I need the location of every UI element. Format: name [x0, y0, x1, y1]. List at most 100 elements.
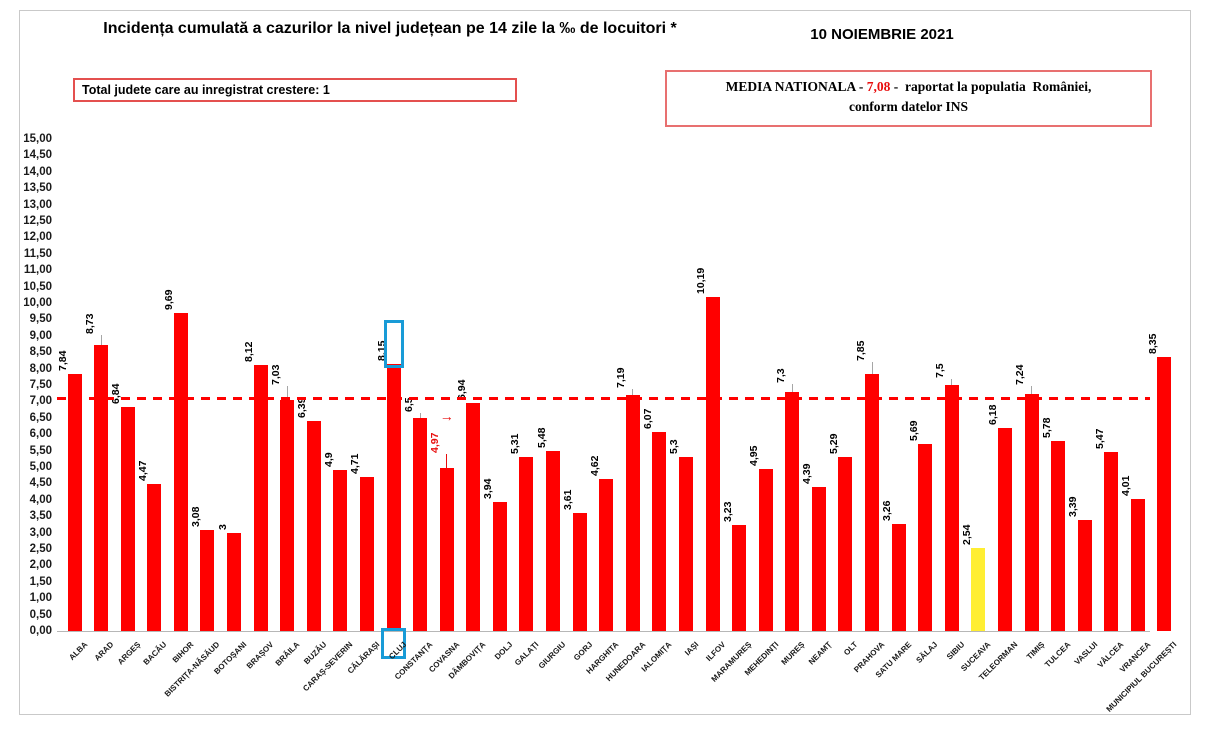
- bar-BISTRIȚA-NĂSĂUD: [200, 529, 215, 631]
- bar-BRAȘOV: [253, 364, 268, 631]
- bar-value-label: 9,69: [163, 289, 176, 311]
- label-leader-line: [791, 383, 793, 392]
- bar-MARAMUREȘ: [732, 525, 747, 631]
- bar-value-label: 6,18: [987, 404, 1000, 426]
- bar-value-label: 7,19: [615, 367, 628, 389]
- bar-HUNEDOARA: [625, 395, 640, 631]
- bar-value-label: 3: [216, 523, 229, 530]
- bar-BIHOR: [173, 313, 188, 631]
- y-tick-label: 5,50: [29, 444, 52, 457]
- bar-value-label: 4,01: [1120, 476, 1133, 497]
- bar-value-label: 7,85: [854, 340, 867, 361]
- label-leader-line: [286, 386, 288, 401]
- bar-value-label: 8,35: [1146, 333, 1159, 355]
- y-tick-label: 1,50: [29, 575, 52, 588]
- bar-value-label: 6,07: [641, 408, 654, 429]
- bar-HARGHITA: [599, 479, 614, 631]
- y-tick-label: 0,50: [29, 608, 52, 621]
- bar-value-label: 7,24: [1014, 364, 1027, 385]
- bar-PRAHOVA: [865, 373, 880, 631]
- bar-value-label: 7,03: [269, 364, 282, 386]
- bar-value-label: 5,29: [827, 434, 840, 455]
- bar-VRANCEA: [1130, 499, 1145, 631]
- bar-ALBA: [67, 373, 82, 631]
- bar-value-label: 5,78: [1040, 417, 1053, 439]
- bar-GIURGIU: [546, 451, 561, 631]
- y-tick-label: 6,50: [29, 411, 52, 424]
- bar-OLT: [838, 457, 853, 631]
- bar-BRĂILA: [280, 400, 295, 631]
- bar-SATU MARE: [891, 524, 906, 631]
- bar-value-label: 7,84: [57, 350, 69, 371]
- bar-DOLJ: [492, 501, 507, 631]
- y-tick-label: 13,00: [23, 198, 52, 211]
- y-tick-label: 9,00: [29, 329, 52, 342]
- y-tick-label: 6,00: [29, 428, 52, 441]
- bar-value-label: 4,47: [136, 460, 149, 482]
- bar-value-label: 3,61: [562, 489, 575, 510]
- national-average-line2: conform datelor INS: [849, 98, 968, 114]
- bar-VASLUI: [1077, 519, 1092, 631]
- bar-value-label: 5,69: [907, 420, 920, 442]
- bar-DÂMBOVIȚA: [466, 403, 481, 631]
- label-leader-line: [1031, 385, 1033, 394]
- y-tick-label: 14,00: [23, 165, 52, 178]
- bar-value-label: 6,39: [296, 397, 309, 419]
- y-tick-label: 5,00: [29, 461, 52, 473]
- label-leader-line: [951, 379, 953, 385]
- y-tick-label: 11,00: [23, 264, 52, 277]
- y-tick-label: 13,50: [23, 182, 52, 195]
- bar-value-label: 5,3: [668, 439, 681, 455]
- y-tick-label: 0,00: [29, 625, 52, 637]
- cluj-county-highlight-box: [381, 628, 407, 659]
- growth-total-box: Total judete care au inregistrat crester…: [73, 78, 517, 102]
- y-tick-label: 11,50: [23, 247, 52, 260]
- bar-TELEORMAN: [997, 428, 1012, 631]
- bar-value-label: 3,39: [1067, 496, 1080, 517]
- bar-GORJ: [572, 512, 587, 631]
- bar-BOTOȘANI: [227, 532, 241, 631]
- bar-value-label: 4,62: [588, 456, 601, 477]
- y-tick-label: 8,00: [29, 362, 52, 375]
- bar-MUNICIPIUL BUCUREȘTI: [1157, 357, 1172, 631]
- bar-SUCEAVA: [971, 547, 986, 631]
- report-date: 10 NOIEMBRIE 2021: [810, 26, 954, 43]
- national-average-prefix: MEDIA NATIONALA -: [725, 79, 867, 94]
- bar-value-label: 3,94: [482, 478, 495, 499]
- y-tick-label: 12,00: [23, 231, 52, 244]
- bar-value-label: 4,97: [429, 432, 442, 453]
- bar-IALOMIȚA: [652, 431, 667, 631]
- bar-CONSTANȚA: [413, 417, 428, 631]
- bar-value-label: 5,31: [508, 433, 521, 454]
- label-leader-line: [419, 412, 421, 418]
- y-tick-label: 14,50: [23, 149, 52, 162]
- national-average-box: MEDIA NATIONALA - 7,08 - raportat la pop…: [665, 70, 1152, 127]
- bar-value-label: 7,3: [774, 367, 787, 383]
- bar-value-label: 5,48: [535, 427, 548, 449]
- bar-TIMIȘ: [1024, 393, 1039, 631]
- bar-ARGEȘ: [120, 406, 135, 631]
- bar-MEHEDINȚI: [758, 468, 773, 631]
- y-tick-label: 2,00: [29, 559, 52, 572]
- label-leader-line: [871, 361, 873, 374]
- cluj-value-highlight-box: [383, 319, 404, 368]
- bar-value-label: 4,39: [801, 463, 814, 484]
- bar-value-label: 4,71: [349, 453, 362, 474]
- y-tick-label: 12,50: [23, 215, 52, 227]
- bar-value-label: 4,9: [322, 452, 335, 468]
- y-tick-label: 4,00: [29, 493, 52, 506]
- bar-value-label: 8,12: [243, 341, 256, 362]
- bar-CLUJ: [386, 363, 401, 631]
- bar-value-label: 7,5: [934, 363, 947, 378]
- bar-value-label: 10,19: [695, 267, 708, 294]
- bar-BUZĂU: [306, 421, 321, 631]
- label-leader-line: [632, 389, 634, 396]
- y-tick-label: 10,00: [23, 297, 52, 309]
- y-tick-label: 7,50: [29, 379, 52, 391]
- bar-SIBIU: [944, 385, 959, 631]
- bar-value-label: 3,08: [189, 506, 202, 527]
- national-average-value: 7,08: [866, 79, 891, 94]
- y-tick-label: 7,00: [29, 395, 52, 408]
- bar-value-label: 5,47: [1093, 428, 1106, 449]
